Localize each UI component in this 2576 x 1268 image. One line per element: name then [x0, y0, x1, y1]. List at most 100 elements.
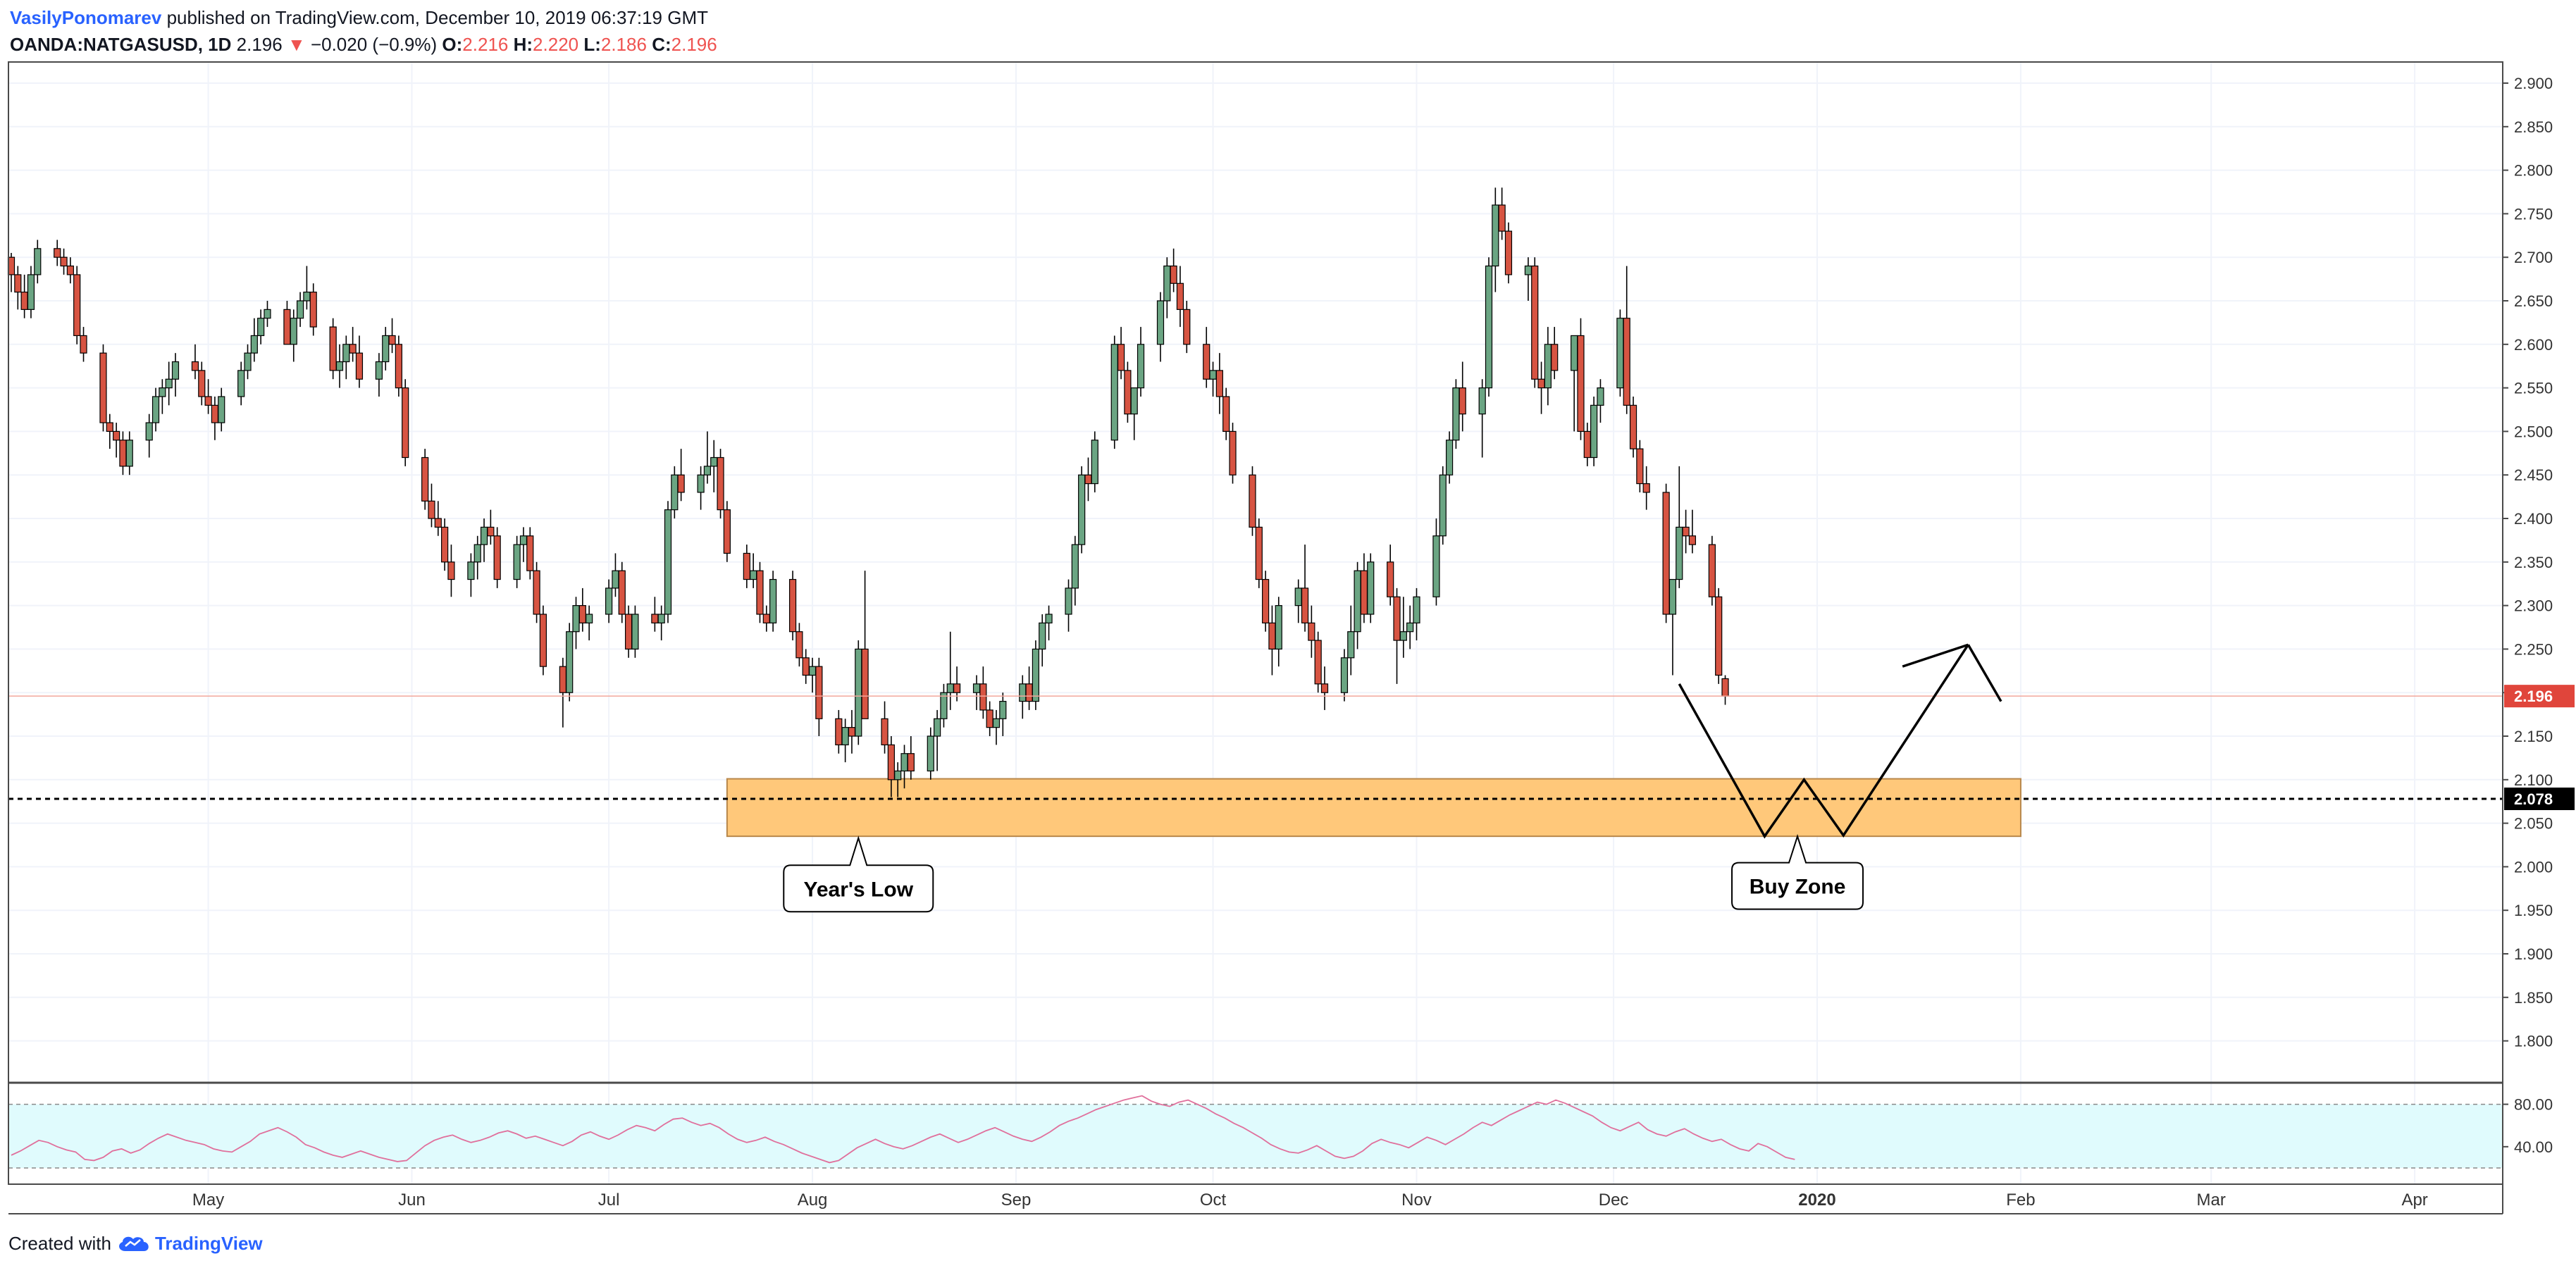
- candle-body: [940, 692, 948, 719]
- low-value: 2.186: [600, 34, 647, 55]
- buy-zone-label: Buy Zone: [1750, 876, 1846, 899]
- price-tick-label: 2.700: [2514, 249, 2553, 266]
- candle-body: [953, 683, 961, 693]
- price-tick-label: 2.150: [2514, 728, 2553, 745]
- candle-body: [1668, 578, 1677, 615]
- candle-body: [934, 718, 941, 737]
- created-with-text: Created with: [8, 1233, 111, 1254]
- symbol-label[interactable]: OANDA:NATGASUSD, 1D: [10, 34, 232, 55]
- candle-body: [762, 614, 770, 623]
- candle-body: [1039, 622, 1046, 650]
- candle-body: [1065, 588, 1072, 615]
- candle-body: [1715, 596, 1723, 676]
- price-change: −0.020 (−0.9%): [310, 34, 438, 55]
- candle-body: [539, 614, 547, 667]
- candle-body: [677, 474, 685, 493]
- candle-body: [894, 770, 902, 781]
- candle-body: [165, 378, 173, 389]
- candle-body: [1045, 614, 1053, 623]
- price-tick-label: 2.750: [2514, 205, 2553, 223]
- candle-body: [946, 683, 954, 693]
- candle-body: [861, 648, 869, 719]
- footer: Created with TradingView: [8, 1229, 263, 1257]
- price-tick-label: 1.900: [2514, 945, 2553, 963]
- candle-body: [1078, 474, 1086, 545]
- price-tick-label: 2.300: [2514, 597, 2553, 615]
- tradingview-link[interactable]: TradingView: [116, 1229, 263, 1257]
- candle-body: [1275, 605, 1282, 650]
- tradingview-logo-icon: [119, 1236, 149, 1251]
- rsi-indicator: [8, 1095, 2503, 1169]
- price-tick-label: 2.400: [2514, 510, 2553, 528]
- candle-body: [1708, 544, 1716, 597]
- candle-body: [1504, 230, 1513, 275]
- level-lines: [8, 695, 2503, 800]
- price-tick-label: 2.600: [2514, 336, 2553, 354]
- candle-body: [1137, 344, 1145, 389]
- candle-body: [1222, 396, 1230, 433]
- candle-body: [1682, 526, 1690, 537]
- candle-body: [907, 753, 915, 772]
- candle-body: [612, 570, 619, 589]
- candle-body: [1597, 387, 1604, 406]
- candle-body: [244, 352, 252, 371]
- candle-body: [1531, 265, 1539, 380]
- candle-body: [618, 570, 626, 615]
- candle-body: [467, 561, 475, 580]
- candle-body: [1551, 344, 1559, 371]
- candle-body: [788, 578, 797, 633]
- candle-body: [1406, 622, 1414, 633]
- candle-body: [1156, 300, 1165, 345]
- candle-body: [1110, 344, 1118, 441]
- candle-body: [717, 456, 724, 511]
- candle-body: [218, 396, 225, 423]
- candle-body: [1583, 430, 1591, 459]
- chart-frame: [8, 61, 2503, 1214]
- candle-body: [795, 631, 803, 659]
- plot-border: [8, 61, 2503, 1185]
- candle-body: [355, 352, 364, 380]
- low-label: L:: [583, 34, 601, 55]
- candle-body: [605, 588, 613, 615]
- candle-body: [1544, 344, 1552, 389]
- candle-body: [1340, 657, 1349, 693]
- price-tick-label: 2.800: [2514, 162, 2553, 180]
- candle-body: [848, 727, 856, 737]
- chart-header: VasilyPonomarev published on TradingView…: [10, 4, 717, 58]
- candle-body: [1485, 265, 1493, 389]
- candle-body: [1249, 474, 1256, 528]
- candle-body: [1117, 344, 1125, 371]
- support-level-badge: 2.078: [2514, 790, 2553, 808]
- candle-body: [14, 274, 22, 293]
- candle-body: [1209, 370, 1217, 380]
- candle-body: [60, 256, 68, 267]
- candle-body: [257, 318, 265, 337]
- candle-body: [1019, 683, 1027, 702]
- candle-body: [441, 526, 449, 563]
- grid: [8, 62, 2503, 1184]
- candle-body: [421, 456, 429, 502]
- candle-body: [395, 344, 402, 389]
- candle-body: [1071, 544, 1079, 589]
- candle-body: [1301, 588, 1309, 623]
- candle-body: [631, 614, 639, 650]
- candle-body: [999, 700, 1007, 719]
- price-tick-label: 2.900: [2514, 75, 2553, 92]
- candle-body: [519, 535, 528, 545]
- candle-body: [1642, 483, 1650, 493]
- candle-body: [1577, 335, 1585, 433]
- candle-body: [578, 605, 586, 623]
- candle-body: [808, 666, 817, 676]
- candle-body: [723, 509, 731, 554]
- candle-body: [743, 552, 750, 580]
- projection-drawing[interactable]: [1678, 643, 2002, 839]
- candle-body: [480, 526, 488, 545]
- candle-body: [566, 631, 574, 693]
- time-tick-label: Dec: [1599, 1191, 1629, 1210]
- candle-body: [402, 387, 409, 459]
- candle-body: [125, 440, 133, 467]
- candle-body: [283, 309, 291, 345]
- candle-body: [972, 683, 981, 693]
- author-link[interactable]: VasilyPonomarev: [10, 7, 162, 28]
